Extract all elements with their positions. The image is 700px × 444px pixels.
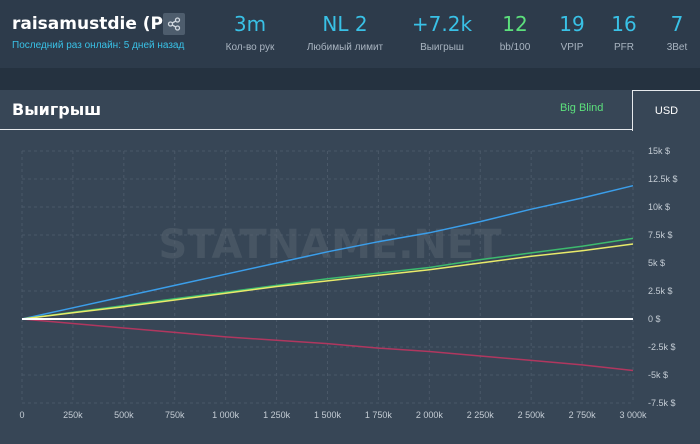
stat-value: NL 2 <box>322 12 368 36</box>
y-tick-label: -5k $ <box>648 370 668 380</box>
y-tick-label: 15k $ <box>648 146 670 156</box>
stat-3bet: 7 3Bet <box>660 12 694 53</box>
stat-pfr: 16 PFR <box>606 12 642 53</box>
stat-hands: 3m Кол-во рук <box>222 12 278 53</box>
player-name: raisamustdie (PS) <box>12 14 184 34</box>
x-tick-label: 1 250k <box>263 410 291 420</box>
y-tick-label: 0 $ <box>648 314 661 324</box>
series-line-1 <box>21 184 634 320</box>
stat-label: Выигрыш <box>420 42 464 53</box>
stat-value: 19 <box>559 12 585 36</box>
x-axis-labels: 0 250k 500k 750k 1 000k 1 250k 1 500k 1 750k 2 0… <box>19 410 647 420</box>
x-tick-label: 500k <box>114 410 134 420</box>
y-tick-label: 12.5k $ <box>648 174 678 184</box>
y-axis-labels: 15k $ 12.5k $ 10k $ 7.5k $ 5k $ 2.5k $ 0 $ -2.5… <box>648 146 678 408</box>
stat-winnings: +7.2k Выигрыш <box>406 12 478 53</box>
stat-label: VPIP <box>560 42 584 53</box>
y-tick-label: -2.5k $ <box>648 342 676 352</box>
stat-label: PFR <box>614 42 634 53</box>
y-tick-label: 2.5k $ <box>648 286 673 296</box>
last-online-text: Последний раз онлайн: 5 дней назад <box>12 40 185 51</box>
stat-vpip: 19 VPIP <box>552 12 592 53</box>
stat-label: 3Bet <box>666 42 688 53</box>
x-tick-label: 1 750k <box>365 410 393 420</box>
share-icon <box>167 17 181 31</box>
panel-header: Выигрыш Big Blind USD <box>0 90 700 131</box>
series-line-4 <box>21 318 634 372</box>
stat-value: 3m <box>233 12 267 36</box>
header-divider-strip <box>0 68 700 90</box>
stat-value: +7.2k <box>411 12 473 36</box>
x-tick-label: 750k <box>165 410 185 420</box>
stat-value: 12 <box>502 12 528 36</box>
y-tick-label: 10k $ <box>648 202 670 212</box>
chart-grid <box>21 150 634 404</box>
x-tick-label: 250k <box>63 410 83 420</box>
x-tick-label: 1 000k <box>212 410 240 420</box>
stat-label: Любимый лимит <box>306 42 384 53</box>
x-tick-label: 1 500k <box>314 410 342 420</box>
x-tick-label: 2 500k <box>518 410 546 420</box>
watermark-text: STATNAME.NET <box>159 222 503 268</box>
winnings-chart: STATNAME.NET 0 250k 500k 750k 1 000k 1 250k 1 … <box>19 146 678 420</box>
x-tick-label: 3 000k <box>619 410 647 420</box>
stat-value: 16 <box>611 12 637 36</box>
stat-label: bb/100 <box>499 42 531 53</box>
tab-big-blind[interactable]: Big Blind <box>560 102 604 114</box>
panel-title: Выигрыш <box>12 100 102 119</box>
x-tick-label: 0 <box>19 410 24 420</box>
stat-value: 7 <box>670 12 684 36</box>
share-button[interactable] <box>163 13 185 35</box>
series-line-3 <box>21 243 634 320</box>
stat-label: Кол-во рук <box>225 42 275 53</box>
stat-bb100: 12 bb/100 <box>494 12 536 53</box>
x-tick-label: 2 750k <box>569 410 597 420</box>
series-line-2 <box>21 237 634 320</box>
winnings-panel: Выигрыш Big Blind USD STATNAME.NET 0 250k… <box>0 90 700 444</box>
y-tick-label: -7.5k $ <box>648 398 676 408</box>
stat-favorite-limit: NL 2 Любимый лимит <box>300 12 390 53</box>
y-tick-label: 5k $ <box>648 258 665 268</box>
x-tick-label: 2 250k <box>467 410 495 420</box>
profile-header: raisamustdie (PS) Последний раз онлайн: … <box>0 0 700 68</box>
chart-series <box>21 184 634 372</box>
y-tick-label: 7.5k $ <box>648 230 673 240</box>
tab-usd[interactable]: USD <box>632 90 700 131</box>
x-tick-label: 2 000k <box>416 410 444 420</box>
